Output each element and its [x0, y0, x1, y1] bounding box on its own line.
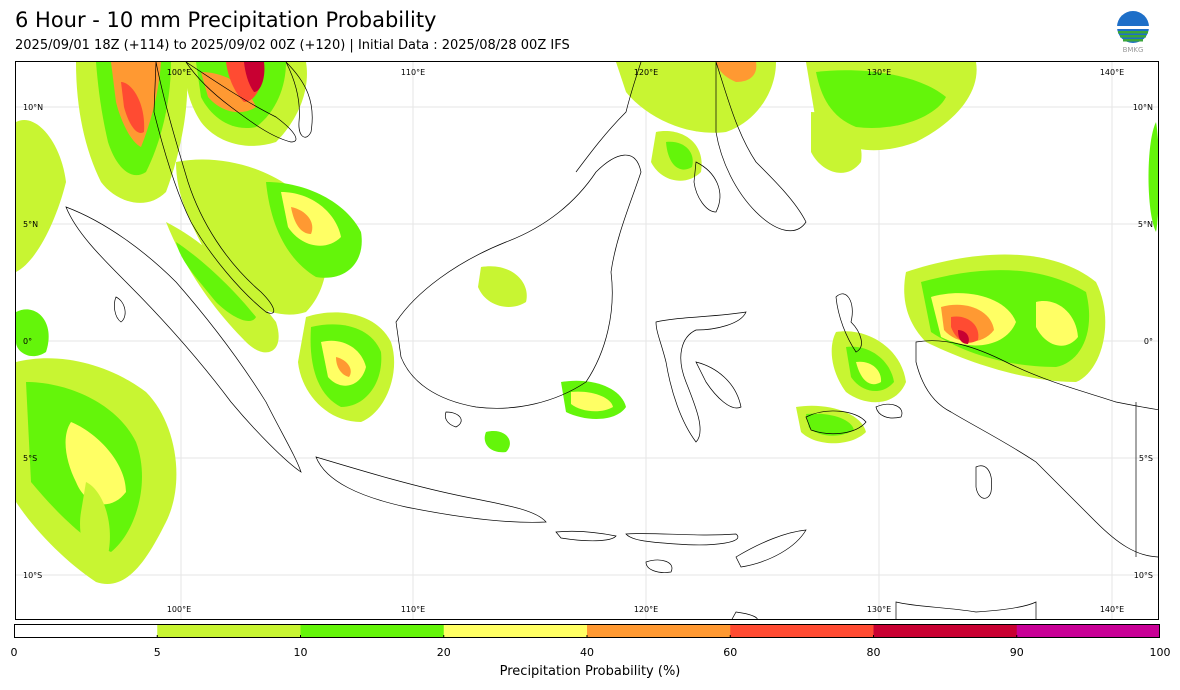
colorbar [14, 624, 1160, 638]
colorbar-tick-label: 80 [866, 646, 881, 659]
colorbar-tick-label: 60 [723, 646, 738, 659]
colorbar-segment [157, 624, 301, 638]
lon-label-120e-bottom: 120°E [634, 605, 658, 614]
map-subtitle: 2025/09/01 18Z (+114) to 2025/09/02 00Z … [15, 38, 570, 53]
colorbar-segment [443, 624, 588, 638]
bmkg-logo-icon: BMKG [1117, 11, 1149, 54]
lat-label-5n-right: 5°N [1138, 220, 1153, 229]
colorbar-label: Precipitation Probability (%) [499, 664, 681, 679]
lon-label-100e-top: 100°E [167, 68, 191, 77]
lat-label-0-right: 0° [1144, 337, 1153, 346]
longitude-labels-top: 100°E 110°E 120°E 130°E 140°E [167, 68, 1124, 77]
lat-label-5n-left: 5°N [23, 220, 38, 229]
lon-label-120e-top: 120°E [634, 68, 658, 77]
lat-label-0-left: 0° [23, 337, 32, 346]
colorbar-tick-label: 100 [1149, 646, 1171, 659]
colorbar-tick-label: 10 [293, 646, 308, 659]
lon-label-140e-bottom: 140°E [1100, 605, 1124, 614]
lat-label-10s-right: 10°S [1134, 571, 1153, 580]
lat-label-10n-left: 10°N [23, 103, 43, 112]
lat-label-10n-right: 10°N [1133, 103, 1153, 112]
colorbar-tick-label: 20 [436, 646, 451, 659]
longitude-labels-bottom: 100°E 110°E 120°E 130°E 140°E [167, 605, 1124, 614]
precipitation-fields [16, 62, 1158, 584]
colorbar-tick-label: 40 [580, 646, 594, 659]
logo-text: BMKG [1123, 46, 1144, 54]
map-canvas: 100°E 110°E 120°E 130°E 140°E 100°E 110°… [16, 62, 1158, 619]
precipitation-map[interactable]: 100°E 110°E 120°E 130°E 140°E 100°E 110°… [15, 61, 1159, 620]
colorbar-tick-label: 5 [153, 646, 161, 659]
lon-label-110e-top: 110°E [401, 68, 425, 77]
colorbar-segment [1016, 624, 1160, 638]
lat-label-5s-right: 5°S [1139, 454, 1153, 463]
lon-label-130e-bottom: 130°E [867, 605, 891, 614]
colorbar-tick-label: 90 [1009, 646, 1024, 659]
map-title: 6 Hour - 10 mm Precipitation Probability [15, 8, 437, 32]
lon-label-130e-top: 130°E [867, 68, 891, 77]
coastlines [65, 62, 1158, 619]
colorbar-segment [873, 624, 1018, 638]
lat-label-5s-left: 5°S [23, 454, 37, 463]
colorbar-segment [14, 624, 158, 638]
lon-label-140e-top: 140°E [1100, 68, 1124, 77]
colorbar-segment [300, 624, 445, 638]
latitude-labels-left: 10°N 5°N 0° 5°S 10°S [23, 103, 43, 580]
lon-label-100e-bottom: 100°E [167, 605, 191, 614]
latitude-labels-right: 10°N 5°N 0° 5°S 10°S [1133, 103, 1153, 580]
lat-label-10s-left: 10°S [23, 571, 42, 580]
colorbar-tick-label: 0 [10, 646, 18, 659]
colorbar-segment [587, 624, 731, 638]
lon-label-110e-bottom: 110°E [401, 605, 425, 614]
colorbar-segment [730, 624, 874, 638]
